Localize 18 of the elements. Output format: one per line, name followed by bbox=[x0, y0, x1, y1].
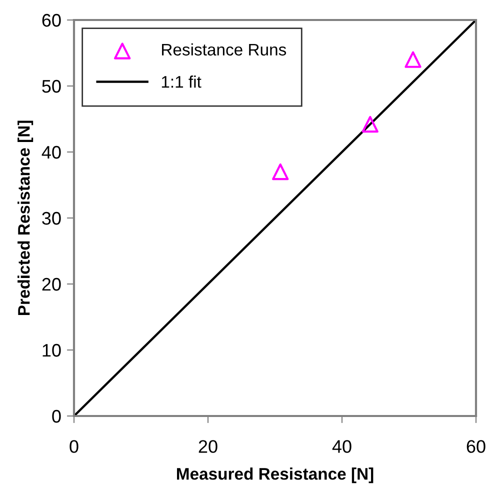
y-tick-label: 40 bbox=[42, 146, 61, 159]
x-tick-label: 0 bbox=[70, 440, 78, 453]
y-tick-label: 0 bbox=[52, 410, 61, 423]
y-tick-label: 50 bbox=[42, 80, 61, 93]
point bbox=[362, 116, 378, 133]
point bbox=[404, 51, 422, 68]
x-tick-label: 40 bbox=[332, 440, 352, 453]
legend-label: 1:1 fit bbox=[162, 76, 202, 88]
x-tick-label: 20 bbox=[198, 440, 218, 453]
y-tick-label: 10 bbox=[42, 344, 61, 357]
y-tick-label: 30 bbox=[42, 212, 61, 225]
point bbox=[272, 163, 289, 180]
y-axis-title: Predicted Resistance [N] bbox=[18, 120, 34, 316]
legend-label: Resistance Runs bbox=[162, 43, 286, 56]
y-tick-label: 20 bbox=[42, 278, 61, 291]
x-tick-label: 60 bbox=[466, 440, 486, 453]
y-tick-label: 60 bbox=[42, 14, 61, 27]
x-axis-title: Measured Resistance [N] bbox=[177, 468, 374, 484]
